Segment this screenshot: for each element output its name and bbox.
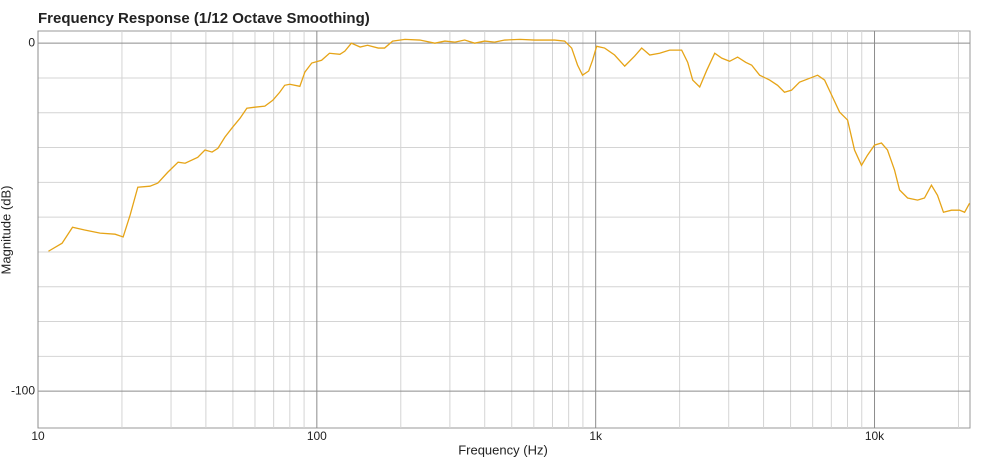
y-axis-label: Magnitude (dB) bbox=[0, 186, 13, 275]
chart-title: Frequency Response (1/12 Octave Smoothin… bbox=[38, 10, 370, 27]
x-tick-label: 1k bbox=[589, 429, 603, 443]
data-line bbox=[48, 38, 971, 252]
y-tick-label: -100 bbox=[11, 383, 35, 397]
x-axis-label: Frequency (Hz) bbox=[458, 442, 548, 457]
plot-area bbox=[37, 30, 971, 429]
x-tick-label: 10k bbox=[865, 429, 885, 443]
y-tick-label: 0 bbox=[28, 35, 35, 49]
x-tick-label: 100 bbox=[307, 429, 327, 443]
x-tick-label: 10 bbox=[31, 429, 45, 443]
